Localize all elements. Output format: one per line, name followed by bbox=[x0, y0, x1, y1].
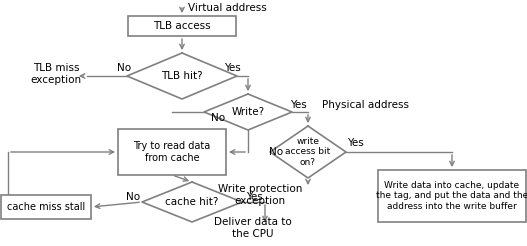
Text: Yes: Yes bbox=[246, 192, 262, 202]
Text: TLB miss
exception: TLB miss exception bbox=[31, 63, 82, 85]
Text: No: No bbox=[126, 192, 140, 202]
FancyBboxPatch shape bbox=[1, 195, 91, 219]
Text: Write protection
exception: Write protection exception bbox=[218, 184, 302, 206]
Text: Write data into cache, update
the tag, and put the data and the
address into the: Write data into cache, update the tag, a… bbox=[376, 181, 527, 211]
Text: Yes: Yes bbox=[223, 63, 240, 73]
Text: Virtual address: Virtual address bbox=[188, 3, 267, 13]
Text: No: No bbox=[211, 113, 225, 123]
Text: cache hit?: cache hit? bbox=[165, 197, 219, 207]
Polygon shape bbox=[204, 94, 292, 130]
Text: Physical address: Physical address bbox=[322, 100, 409, 110]
FancyBboxPatch shape bbox=[118, 129, 226, 175]
FancyBboxPatch shape bbox=[128, 16, 236, 36]
Text: No: No bbox=[117, 63, 131, 73]
Text: write
access bit
on?: write access bit on? bbox=[286, 137, 330, 167]
Polygon shape bbox=[142, 182, 242, 222]
Text: Yes: Yes bbox=[347, 138, 364, 148]
Text: Try to read data
from cache: Try to read data from cache bbox=[133, 141, 211, 163]
Text: cache miss stall: cache miss stall bbox=[7, 202, 85, 212]
Polygon shape bbox=[127, 53, 237, 99]
FancyBboxPatch shape bbox=[378, 170, 526, 222]
Text: Yes: Yes bbox=[290, 100, 306, 110]
Text: Deliver data to
the CPU: Deliver data to the CPU bbox=[214, 217, 292, 239]
Text: TLB hit?: TLB hit? bbox=[161, 71, 203, 81]
Text: Write?: Write? bbox=[231, 107, 265, 117]
Polygon shape bbox=[270, 126, 346, 178]
Text: No: No bbox=[269, 147, 283, 157]
Text: TLB access: TLB access bbox=[153, 21, 211, 31]
